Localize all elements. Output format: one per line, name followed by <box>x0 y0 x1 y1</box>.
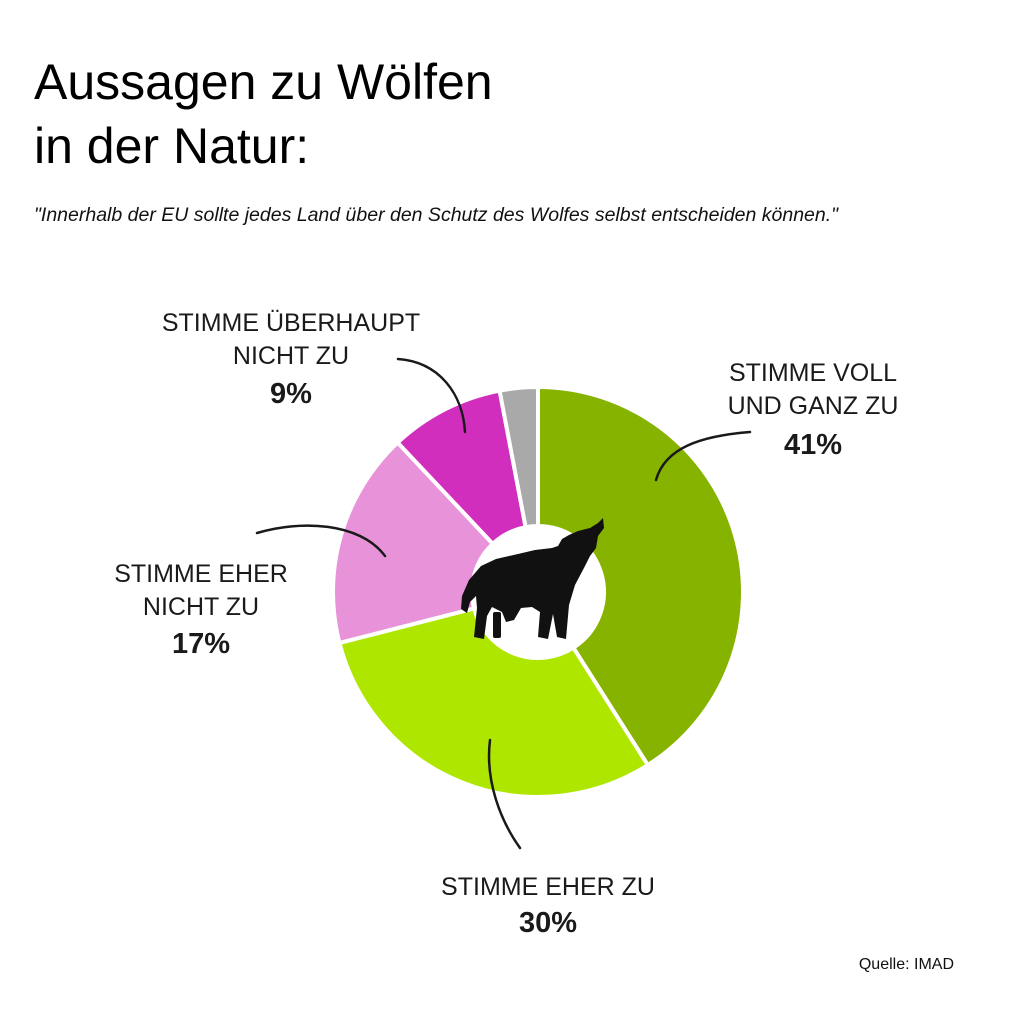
chart-subtitle: "Innerhalb der EU sollte jedes Land über… <box>34 204 839 226</box>
slice-label-eher-nicht: STIMME EHER NICHT ZU 17% <box>114 560 288 660</box>
howling-wolf-icon <box>461 518 604 639</box>
label-eher-nicht-line-2: NICHT ZU <box>143 593 259 621</box>
label-voll-line-2: UND GANZ ZU <box>728 392 899 420</box>
value-label-voll: 41% <box>784 429 842 461</box>
title-line-1: Aussagen zu Wölfen <box>34 54 493 110</box>
label-ueberhaupt-line-2: NICHT ZU <box>233 342 349 370</box>
label-eher-nicht-line-1: STIMME EHER <box>114 560 288 588</box>
value-label-eher-nicht: 17% <box>172 628 230 660</box>
leader-line-eher-nicht <box>255 524 387 558</box>
leader-line-voll <box>654 430 752 482</box>
chart-title: Aussagen zu Wölfen in der Natur: <box>34 50 734 178</box>
slice-label-ueberhaupt: STIMME ÜBERHAUPT NICHT ZU 9% <box>162 309 420 410</box>
donut-slices <box>331 384 745 799</box>
source-note: Quelle: IMAD <box>858 956 954 973</box>
leader-line-eher-zu <box>487 738 522 850</box>
slice-label-voll: STIMME VOLL UND GANZ ZU 41% <box>728 359 899 461</box>
slice-eher-zu <box>337 605 651 799</box>
value-label-ueberhaupt: 9% <box>270 378 312 410</box>
leader-lines <box>255 357 752 850</box>
title-line-2: in der Natur: <box>34 118 310 174</box>
slice-label-eher-zu: STIMME EHER ZU 30% <box>441 873 655 939</box>
label-eher-zu-line-1: STIMME EHER ZU <box>441 873 655 901</box>
label-ueberhaupt-line-1: STIMME ÜBERHAUPT <box>162 309 420 337</box>
leader-line-ueberhaupt <box>396 357 467 434</box>
slice-keine-angabe <box>497 384 540 530</box>
label-voll-line-1: STIMME VOLL <box>729 359 897 387</box>
value-label-eher-zu: 30% <box>519 907 577 939</box>
